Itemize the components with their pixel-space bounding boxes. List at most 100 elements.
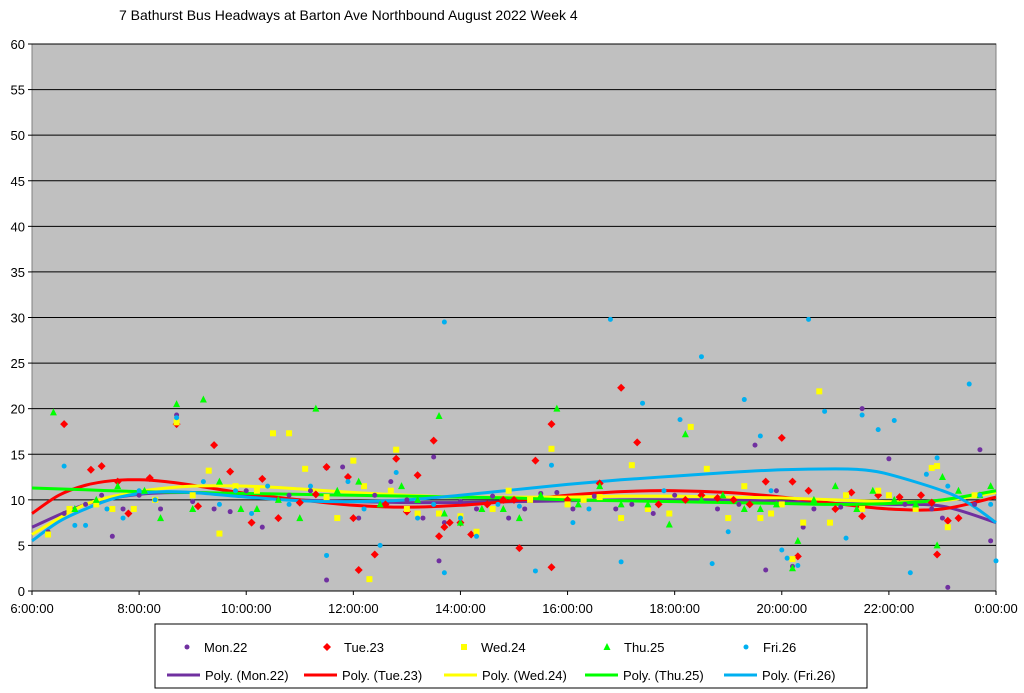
legend-label: Poly. (Tue.23) (342, 668, 422, 683)
data-point (939, 515, 945, 521)
data-point (145, 473, 154, 482)
data-point (890, 495, 898, 503)
data-point (393, 446, 400, 453)
data-point (200, 479, 206, 485)
data-point (232, 483, 239, 490)
data-point (49, 408, 57, 416)
data-point (944, 524, 951, 531)
data-point (361, 506, 367, 512)
data-point (307, 483, 313, 489)
data-point (618, 559, 624, 565)
data-point (210, 441, 219, 450)
data-point (875, 427, 881, 433)
data-point (741, 397, 747, 403)
data-point (392, 454, 401, 463)
data-point (617, 383, 626, 392)
data-point (687, 423, 694, 430)
data-point (307, 488, 313, 494)
data-point (413, 471, 422, 480)
data-point (907, 570, 913, 576)
legend-label: Fri.26 (763, 640, 796, 655)
data-point (793, 552, 802, 561)
data-point (607, 316, 613, 322)
x-tick-label: 8:00:00 (117, 601, 160, 616)
data-point (349, 514, 358, 523)
data-point (966, 381, 972, 387)
data-point (322, 463, 331, 472)
series-3-points (49, 395, 995, 572)
data-point (189, 492, 196, 499)
data-point (130, 505, 137, 512)
data-point (270, 430, 276, 437)
data-point (249, 511, 255, 517)
data-point (927, 498, 936, 507)
data-point (441, 570, 447, 576)
data-point (324, 577, 330, 583)
legend-label: Poly. (Thu.25) (623, 668, 704, 683)
data-point (532, 568, 538, 574)
data-point (441, 319, 447, 325)
data-point (440, 509, 448, 517)
data-point (859, 412, 865, 418)
data-point (506, 515, 512, 521)
y-tick-label: 40 (11, 219, 25, 234)
data-point (757, 433, 763, 439)
data-point (869, 486, 877, 494)
data-point (253, 504, 261, 512)
y-tick-label: 15 (11, 447, 25, 462)
data-point (698, 354, 704, 360)
data-point (216, 530, 223, 537)
data-point (617, 500, 625, 508)
data-point (729, 495, 738, 504)
data-point (414, 510, 421, 517)
data-point (205, 467, 212, 474)
data-point (977, 447, 983, 453)
data-point (274, 514, 283, 523)
data-point (258, 474, 267, 483)
data-point (800, 524, 806, 530)
legend-box (154, 623, 868, 689)
y-tick-label: 35 (11, 265, 25, 280)
x-tick-label: 10:00:00 (221, 601, 272, 616)
data-point (286, 492, 292, 498)
data-point (761, 477, 770, 486)
data-point (853, 504, 861, 512)
data-point (613, 506, 619, 512)
data-point (736, 501, 742, 507)
data-point (372, 492, 378, 498)
data-point (515, 544, 524, 553)
data-point (665, 520, 673, 528)
data-point (644, 500, 652, 508)
x-tick-label: 16:00:00 (542, 601, 593, 616)
data-point (381, 500, 390, 509)
data-point (715, 506, 721, 512)
data-point (822, 408, 828, 414)
data-point (312, 404, 320, 412)
data-point (843, 535, 849, 541)
legend-label: Poly. (Wed.24) (482, 668, 567, 683)
data-point (972, 501, 978, 507)
x-tick-label: 20:00:00 (756, 601, 807, 616)
data-point (227, 509, 233, 515)
data-point (340, 464, 346, 470)
data-point (333, 486, 341, 494)
data-point (537, 491, 545, 499)
data-point (628, 462, 635, 469)
data-point (779, 547, 785, 553)
data-point (490, 493, 496, 499)
data-point (971, 492, 978, 499)
data-point (489, 505, 496, 512)
data-points (45, 316, 999, 590)
data-point (703, 465, 710, 472)
data-point (778, 501, 785, 508)
data-point (917, 491, 926, 500)
data-point (499, 504, 507, 512)
data-point (741, 483, 748, 490)
data-point (843, 492, 850, 499)
data-point (456, 518, 464, 526)
data-point (788, 564, 796, 572)
data-point (633, 438, 642, 447)
data-point (388, 479, 394, 485)
data-point (934, 455, 940, 461)
y-axis-ticks: 0 5 10 15 20 25 30 35 40 45 50 55 60 (11, 37, 32, 599)
